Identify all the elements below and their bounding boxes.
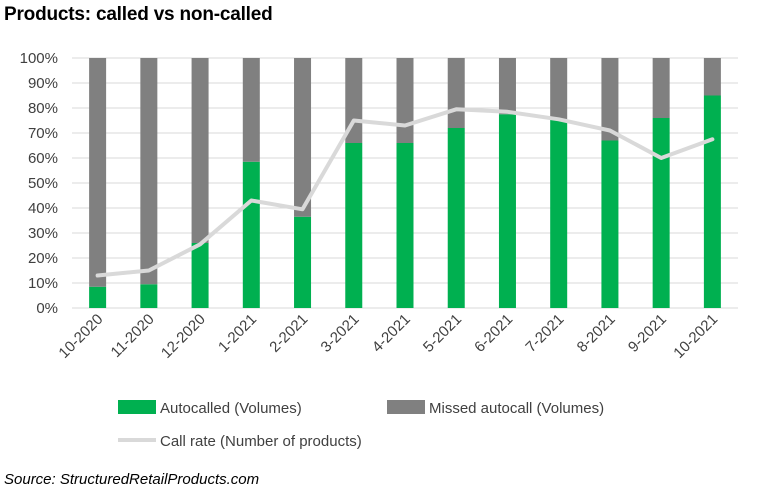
- bar-autocalled: [652, 118, 670, 308]
- bar-missed-autocall: [498, 58, 516, 115]
- bar-missed-autocall: [140, 58, 158, 285]
- bar-missed-autocall: [652, 58, 670, 118]
- y-tick-label: 0%: [36, 300, 58, 317]
- y-tick-label: 90%: [28, 75, 58, 92]
- bar-autocalled: [703, 95, 721, 308]
- x-tick-label: 7-2021: [522, 311, 567, 356]
- bar-missed-autocall: [550, 58, 568, 120]
- bar-autocalled: [550, 119, 568, 308]
- legend-swatch: [118, 400, 156, 414]
- bar-missed-autocall: [447, 58, 465, 128]
- legend: Autocalled (Volumes) Missed autocall (Vol…: [118, 400, 604, 450]
- legend-label: Autocalled (Volumes): [160, 400, 302, 417]
- x-tick-label: 8-2021: [574, 311, 619, 356]
- x-tick-label: 4-2021: [369, 311, 414, 356]
- bar-missed-autocall: [294, 58, 312, 217]
- bar-autocalled: [601, 140, 619, 308]
- bar-missed-autocall: [703, 58, 721, 96]
- x-tick-label: 3-2021: [318, 311, 363, 356]
- bar-missed-autocall: [242, 58, 260, 162]
- bar-missed-autocall: [396, 58, 414, 143]
- x-tick-label: 11-2020: [108, 311, 158, 361]
- y-tick-label: 40%: [28, 200, 58, 217]
- bar-autocalled: [396, 143, 414, 308]
- y-tick-label: 50%: [28, 175, 58, 192]
- y-axis-ticks: 0% 10% 20% 30% 40% 50% 60% 70% 80% 90% 100%: [20, 50, 58, 317]
- x-tick-label: 6-2021: [471, 311, 516, 356]
- x-tick-label: 12-2020: [158, 311, 209, 362]
- y-tick-label: 20%: [28, 250, 58, 267]
- x-tick-label: 2-2021: [266, 311, 311, 356]
- bar-autocalled: [447, 128, 465, 308]
- y-tick-label: 70%: [28, 125, 58, 142]
- chart: 0% 10% 20% 30% 40% 50% 60% 70% 80% 90% 100% 10-202…: [20, 50, 738, 450]
- x-tick-label: 1-2021: [215, 311, 260, 356]
- bar-autocalled: [498, 114, 516, 308]
- bar-autocalled: [89, 286, 107, 308]
- x-tick-label: 10-2021: [670, 311, 721, 362]
- x-tick-label: 9-2021: [625, 311, 670, 356]
- bar-missed-autocall: [601, 58, 619, 141]
- bar-autocalled: [294, 216, 312, 308]
- chart-title: Products: called vs non-called: [4, 4, 273, 25]
- bar-autocalled: [140, 284, 158, 308]
- bar-missed-autocall: [89, 58, 107, 287]
- y-tick-label: 10%: [28, 275, 58, 292]
- legend-label: Missed autocall (Volumes): [429, 400, 604, 417]
- x-axis-ticks: 10-2020 11-2020 12-2020 1-2021 2-2021 3-2021 4…: [55, 311, 721, 362]
- bar-autocalled: [345, 143, 363, 308]
- x-tick-label: 5-2021: [420, 311, 465, 356]
- y-tick-label: 80%: [28, 100, 58, 117]
- x-tick-label: 10-2020: [55, 311, 106, 362]
- legend-label: Call rate (Number of products): [160, 433, 362, 450]
- call-rate-line: [95, 107, 715, 278]
- source-note: Source: StructuredRetailProducts.com: [4, 471, 260, 488]
- y-tick-label: 100%: [20, 50, 58, 67]
- bar-autocalled: [242, 161, 260, 308]
- y-tick-label: 60%: [28, 150, 58, 167]
- legend-swatch: [387, 400, 425, 414]
- bar-autocalled: [191, 243, 209, 308]
- bar-missed-autocall: [191, 58, 209, 243]
- y-tick-label: 30%: [28, 225, 58, 242]
